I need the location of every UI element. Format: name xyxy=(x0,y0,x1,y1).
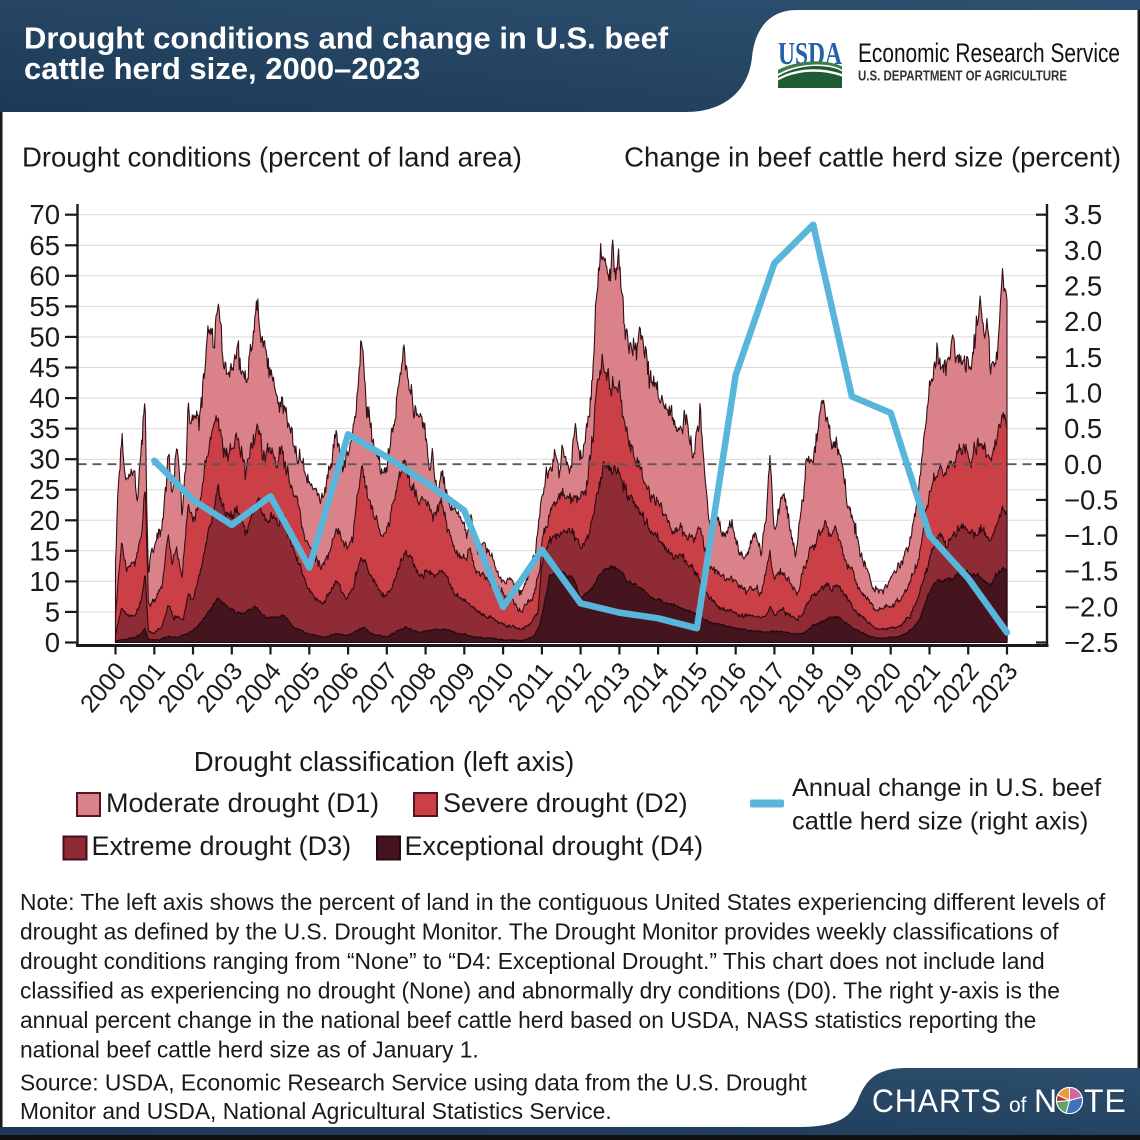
svg-text:5: 5 xyxy=(45,596,60,627)
svg-text:20: 20 xyxy=(29,505,60,536)
svg-text:50: 50 xyxy=(29,321,60,352)
svg-text:Extreme drought (D3): Extreme drought (D3) xyxy=(92,831,352,861)
svg-text:N: N xyxy=(1034,1083,1057,1119)
svg-text:U.S. DEPARTMENT OF AGRICULTURE: U.S. DEPARTMENT OF AGRICULTURE xyxy=(858,68,1067,85)
svg-text:Severe drought (D2): Severe drought (D2) xyxy=(443,788,688,818)
svg-text:Annual change in U.S. beef: Annual change in U.S. beef xyxy=(792,774,1102,802)
svg-text:of: of xyxy=(1009,1094,1027,1117)
svg-text:3.5: 3.5 xyxy=(1064,199,1102,230)
svg-text:national beef cattle herd size: national beef cattle herd size as of Jan… xyxy=(20,1037,479,1063)
svg-text:−0.5: −0.5 xyxy=(1064,484,1118,515)
svg-text:Note: The left axis shows the: Note: The left axis shows the percent of… xyxy=(20,889,1106,915)
svg-text:TE: TE xyxy=(1084,1083,1127,1119)
svg-text:CHARTS: CHARTS xyxy=(872,1083,1002,1119)
svg-text:0.5: 0.5 xyxy=(1064,413,1102,444)
svg-text:drought as defined by the U.S.: drought as defined by the U.S. Drought M… xyxy=(20,919,1059,945)
svg-text:2.5: 2.5 xyxy=(1064,271,1102,302)
svg-text:10: 10 xyxy=(29,566,60,597)
svg-text:40: 40 xyxy=(29,383,60,414)
svg-text:30: 30 xyxy=(29,444,60,475)
svg-text:Drought classification (left a: Drought classification (left axis) xyxy=(194,746,575,777)
svg-text:0.0: 0.0 xyxy=(1064,449,1102,480)
svg-text:annual percent change in the n: annual percent change in the national be… xyxy=(20,1007,1036,1033)
svg-text:15: 15 xyxy=(29,535,60,566)
svg-text:70: 70 xyxy=(29,199,60,230)
svg-text:Change in beef cattle herd siz: Change in beef cattle herd size (percent… xyxy=(624,142,1121,173)
svg-text:cattle herd size, 2000–2023: cattle herd size, 2000–2023 xyxy=(24,51,420,86)
svg-text:35: 35 xyxy=(29,413,60,444)
svg-text:Drought conditions and change: Drought conditions and change in U.S. be… xyxy=(24,21,669,56)
svg-text:Monitor and USDA, National Agr: Monitor and USDA, National Agricultural … xyxy=(20,1098,612,1124)
svg-text:−1.0: −1.0 xyxy=(1064,520,1118,551)
svg-text:Economic Research Service: Economic Research Service xyxy=(858,38,1120,68)
svg-text:−2.0: −2.0 xyxy=(1064,591,1118,622)
svg-text:2023: 2023 xyxy=(966,657,1023,718)
svg-text:25: 25 xyxy=(29,474,60,505)
svg-text:Exceptional drought (D4): Exceptional drought (D4) xyxy=(405,831,704,861)
svg-text:1.5: 1.5 xyxy=(1064,342,1102,373)
svg-text:Moderate drought (D1): Moderate drought (D1) xyxy=(106,788,379,818)
svg-text:1.0: 1.0 xyxy=(1064,378,1102,409)
svg-text:65: 65 xyxy=(29,230,60,261)
svg-text:−1.5: −1.5 xyxy=(1064,556,1118,587)
svg-text:Drought conditions (percent of: Drought conditions (percent of land area… xyxy=(22,142,522,173)
svg-text:−2.5: −2.5 xyxy=(1064,627,1118,658)
svg-text:Source: USDA, Economic Researc: Source: USDA, Economic Research Service … xyxy=(20,1070,808,1096)
svg-text:55: 55 xyxy=(29,291,60,322)
svg-text:cattle herd size (right axis): cattle herd size (right axis) xyxy=(792,808,1088,836)
svg-text:45: 45 xyxy=(29,352,60,383)
svg-text:0: 0 xyxy=(45,627,60,658)
svg-text:3.0: 3.0 xyxy=(1064,235,1102,266)
svg-text:drought conditions ranging fro: drought conditions ranging from “None” t… xyxy=(20,948,1045,974)
svg-text:2.0: 2.0 xyxy=(1064,306,1102,337)
svg-text:classified as experiencing no: classified as experiencing no drought (N… xyxy=(20,978,1060,1004)
svg-text:60: 60 xyxy=(29,260,60,291)
